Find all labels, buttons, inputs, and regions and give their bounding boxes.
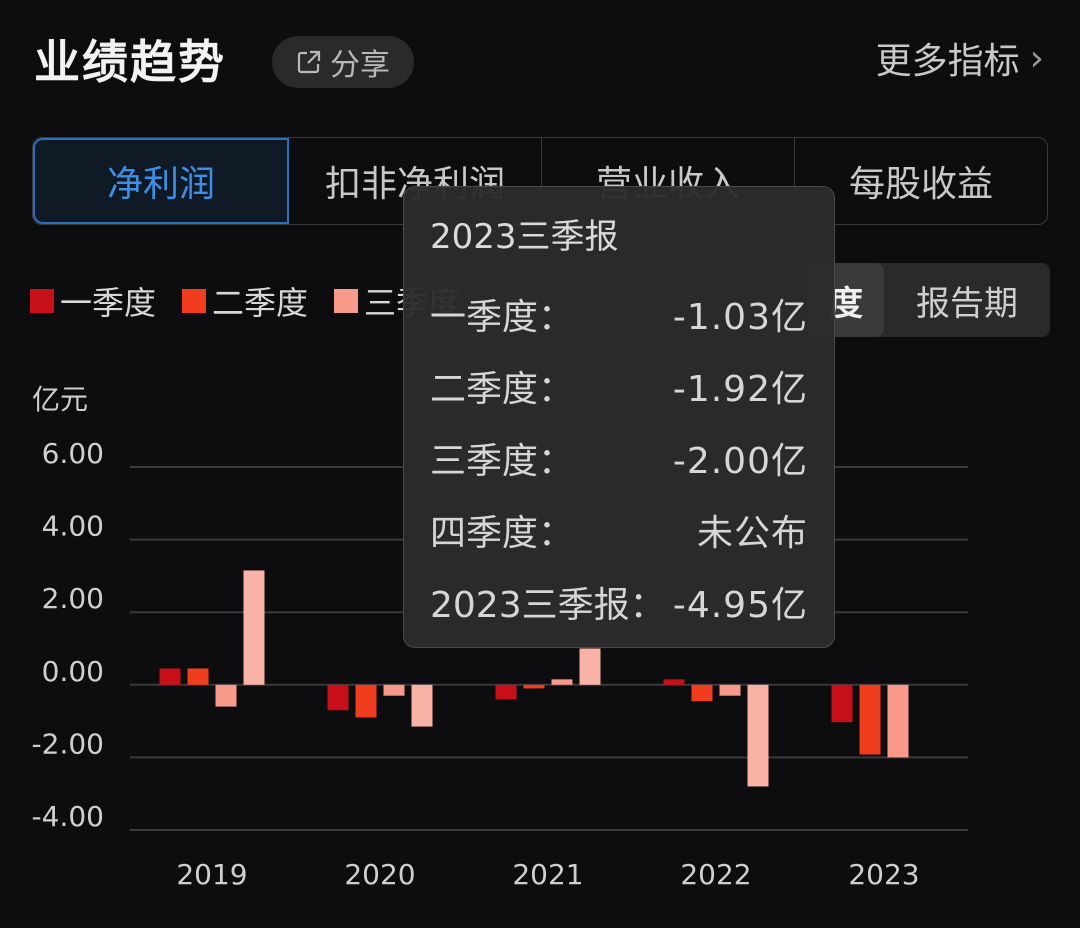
tooltip-label: 二季度： bbox=[430, 369, 575, 410]
y-tick-label: -2.00 bbox=[32, 727, 104, 760]
x-tick-label: 2023 bbox=[848, 858, 919, 891]
bar bbox=[747, 684, 769, 787]
bar bbox=[859, 684, 881, 755]
y-axis-unit: 亿元 bbox=[32, 383, 89, 416]
chevron-right-icon: › bbox=[1029, 37, 1044, 79]
tooltip-value: -4.95亿 bbox=[672, 585, 808, 626]
tooltip-value: -1.03亿 bbox=[672, 297, 808, 338]
tooltip-row: 2023三季报： -4.95亿 bbox=[430, 576, 808, 648]
share-button[interactable]: 分享 bbox=[272, 36, 414, 88]
legend-item-q1[interactable]: 一季度 bbox=[30, 278, 156, 324]
more-label: 更多指标 bbox=[875, 41, 1020, 82]
legend-item-q2[interactable]: 二季度 bbox=[182, 278, 308, 324]
bar bbox=[495, 684, 517, 700]
data-tooltip: 2023三季报 一季度： -1.03亿 二季度： -1.92亿 三季度： -2.… bbox=[403, 186, 835, 648]
x-tick-label: 2020 bbox=[344, 858, 415, 891]
page-title: 业绩趋势 bbox=[34, 35, 226, 89]
legend-swatch bbox=[30, 289, 54, 313]
bar bbox=[411, 684, 433, 727]
tooltip-label: 2023三季报： bbox=[430, 585, 666, 626]
tooltip-value: -1.92亿 bbox=[672, 369, 808, 410]
y-tick-label: -4.00 bbox=[32, 800, 104, 833]
x-tick-label: 2022 bbox=[680, 858, 751, 891]
y-tick-label: 2.00 bbox=[42, 582, 104, 615]
bar bbox=[551, 679, 573, 685]
share-label: 分享 bbox=[330, 48, 390, 83]
y-tick-label: 6.00 bbox=[42, 437, 104, 470]
y-tick-label: 0.00 bbox=[42, 655, 104, 688]
bar bbox=[719, 684, 741, 696]
bar bbox=[327, 684, 349, 711]
legend-swatch bbox=[334, 289, 359, 313]
tooltip-row: 一季度： -1.03亿 bbox=[430, 288, 808, 360]
tooltip-row: 三季度： -2.00亿 bbox=[430, 432, 808, 504]
bar bbox=[159, 668, 181, 685]
y-tick-label: 4.00 bbox=[42, 510, 104, 543]
tooltip-row: 二季度： -1.92亿 bbox=[430, 360, 808, 432]
tooltip-title: 2023三季报 bbox=[430, 217, 619, 257]
tooltip-row: 四季度： 未公布 bbox=[430, 504, 808, 576]
tooltip-label: 三季度： bbox=[430, 441, 575, 482]
legend-swatch bbox=[182, 289, 207, 313]
period-option-report[interactable]: 报告期 bbox=[916, 283, 1018, 324]
tab-eps[interactable]: 每股收益 bbox=[848, 164, 993, 205]
bar bbox=[887, 684, 909, 758]
bar bbox=[691, 684, 713, 702]
bar bbox=[663, 679, 685, 685]
tooltip-label: 四季度： bbox=[430, 513, 575, 554]
bar bbox=[383, 684, 405, 696]
bar bbox=[523, 684, 545, 689]
bar bbox=[579, 648, 601, 685]
share-icon bbox=[297, 50, 321, 74]
bar bbox=[187, 668, 209, 685]
bar bbox=[355, 684, 377, 718]
bar bbox=[215, 684, 237, 707]
tooltip-value: 未公布 bbox=[696, 513, 808, 554]
bar bbox=[831, 684, 853, 723]
x-tick-label: 2021 bbox=[512, 858, 583, 891]
legend-label: 二季度 bbox=[212, 284, 309, 322]
bar bbox=[243, 570, 265, 685]
legend-label: 一季度 bbox=[60, 284, 157, 322]
more-indicators-link[interactable]: 更多指标 › bbox=[876, 32, 1044, 84]
tooltip-label: 一季度： bbox=[430, 297, 575, 338]
tooltip-value: -2.00亿 bbox=[672, 441, 808, 482]
tab-net-profit[interactable]: 净利润 bbox=[33, 138, 289, 224]
x-tick-label: 2019 bbox=[176, 858, 247, 891]
